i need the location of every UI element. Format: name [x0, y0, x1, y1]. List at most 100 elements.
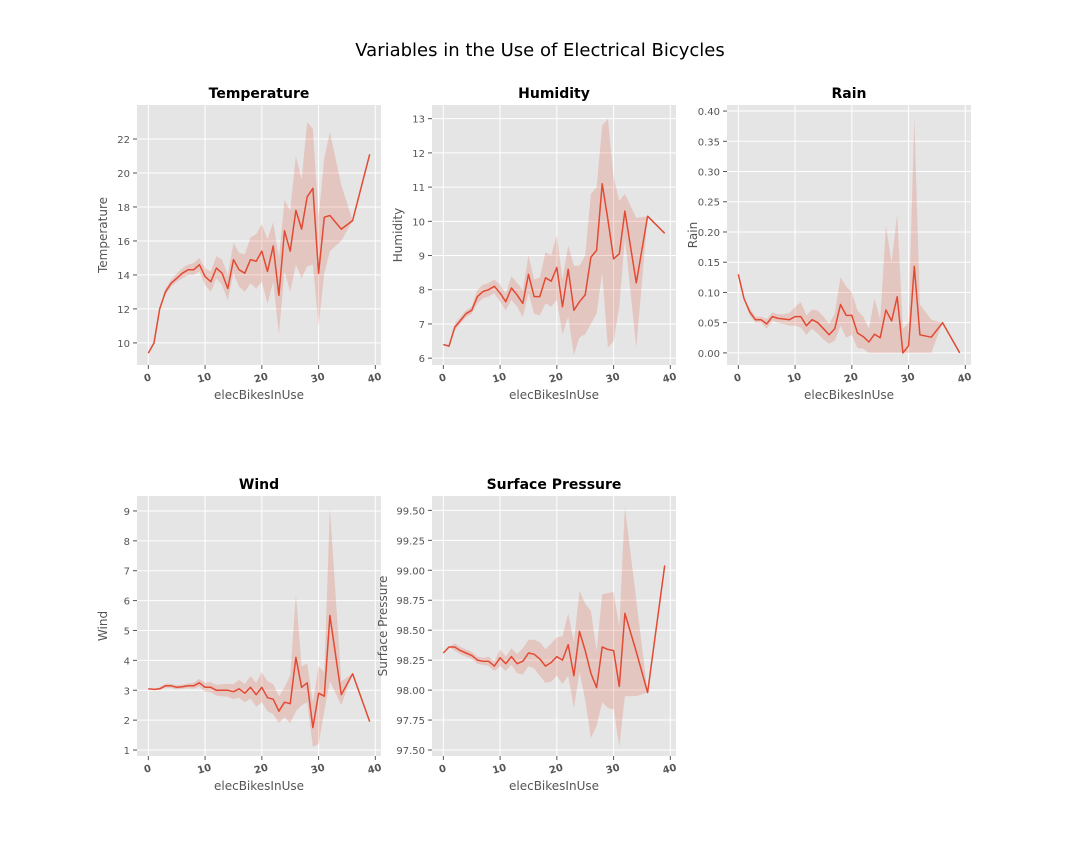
confidence-band — [148, 508, 370, 747]
y-tick-label: 3 — [124, 686, 130, 697]
y-tick-label: 10 — [117, 339, 130, 350]
subplot-temperature: 10 12 14 16 18 20 22 0 10 20 30 40 Temperature elecBi… — [96, 86, 383, 402]
subplot-wind: 1 2 3 4 5 6 7 8 9 0 10 20 30 40 Wind elecBikesInUse Wind — [96, 477, 383, 793]
y-tick-label: 0.15 — [698, 258, 720, 269]
series-line — [148, 614, 371, 729]
x-tick-label: 20 — [253, 371, 269, 385]
series-line — [442, 565, 666, 694]
x-tick-label: 40 — [662, 371, 678, 385]
y-axis-label: Surface Pressure — [376, 576, 390, 677]
y-tick-label: 12 — [117, 305, 130, 316]
subplot-rain: 0.00 0.05 0.10 0.15 0.20 0.25 0.30 0.35 0.40 0 10 2… — [686, 86, 973, 402]
y-tick-label: 98.00 — [396, 686, 425, 697]
x-tick-label: 30 — [900, 371, 916, 385]
x-tick-label: 30 — [605, 762, 621, 776]
y-tick-label: 5 — [124, 626, 130, 637]
y-tick-label: 9 — [419, 252, 425, 263]
subplot-title: Temperature — [209, 86, 310, 102]
y-tick-label: 11 — [412, 183, 425, 194]
y-tick-label: 99.25 — [396, 536, 425, 547]
series-line — [737, 265, 961, 354]
y-tick-label: 2 — [124, 716, 130, 727]
x-tick-label: 10 — [491, 762, 507, 776]
x-tick-label: 10 — [196, 762, 212, 776]
x-tick-label: 30 — [310, 762, 326, 776]
y-axis-label: Humidity — [391, 208, 405, 262]
y-tick-label: 20 — [117, 169, 130, 180]
x-tick-label: 10 — [786, 371, 802, 385]
y-tick-label: 10 — [412, 217, 425, 228]
y-tick-label: 0.30 — [698, 168, 720, 179]
y-tick-label: 6 — [124, 597, 130, 608]
x-tick-label: 0 — [438, 763, 448, 775]
confidence-band — [443, 118, 665, 355]
y-tick-label: 9 — [124, 507, 130, 518]
x-tick-label: 40 — [662, 762, 678, 776]
y-tick-label: 97.50 — [396, 746, 425, 757]
plot-area — [432, 496, 676, 756]
plot-area — [137, 496, 381, 756]
y-axis-label: Wind — [96, 611, 110, 641]
y-axis-label: Temperature — [96, 197, 110, 274]
y-tick-label: 98.75 — [396, 596, 425, 607]
x-axis-label: elecBikesInUse — [804, 388, 894, 402]
x-axis-label: elecBikesInUse — [509, 388, 599, 402]
x-tick-label: 20 — [548, 371, 564, 385]
x-tick-label: 30 — [605, 371, 621, 385]
y-tick-label: 98.25 — [396, 656, 425, 667]
y-tick-label: 0.20 — [698, 228, 720, 239]
y-tick-label: 98.50 — [396, 626, 425, 637]
x-tick-label: 10 — [196, 371, 212, 385]
subplot-title: Rain — [832, 86, 867, 102]
subplot-humidity: 6 7 8 9 10 11 12 13 0 10 20 30 40 Humidity elecBikesIn… — [391, 86, 678, 402]
confidence-band — [443, 506, 665, 747]
y-tick-label: 99.50 — [396, 506, 425, 517]
y-tick-label: 4 — [124, 656, 130, 667]
y-tick-label: 0.40 — [698, 107, 720, 118]
x-tick-label: 40 — [957, 371, 973, 385]
y-tick-label: 0.10 — [698, 288, 720, 299]
y-tick-label: 7 — [124, 567, 130, 578]
x-tick-label: 0 — [733, 372, 743, 384]
y-axis-label: Rain — [686, 222, 700, 248]
x-tick-label: 30 — [310, 371, 326, 385]
y-tick-label: 1 — [124, 746, 130, 757]
y-tick-label: 18 — [117, 203, 130, 214]
x-tick-label: 20 — [843, 371, 859, 385]
x-tick-label: 20 — [253, 762, 269, 776]
plot-area — [137, 105, 381, 365]
subplot-surface-pressure: 97.50 97.75 98.00 98.25 98.50 98.75 99.00 99.25… — [376, 477, 678, 793]
x-tick-label: 20 — [548, 762, 564, 776]
confidence-band — [148, 122, 370, 354]
y-tick-label: 0.05 — [698, 319, 720, 330]
plot-area — [432, 105, 676, 365]
x-axis-label: elecBikesInUse — [214, 779, 304, 793]
x-tick-label: 0 — [438, 372, 448, 384]
y-tick-label: 7 — [419, 320, 425, 331]
x-axis-label: elecBikesInUse — [214, 388, 304, 402]
y-tick-label: 8 — [419, 286, 425, 297]
y-tick-label: 22 — [117, 135, 130, 146]
y-tick-label: 0.35 — [698, 137, 720, 148]
x-tick-label: 0 — [143, 372, 153, 384]
x-tick-label: 0 — [143, 763, 153, 775]
y-tick-label: 99.00 — [396, 566, 425, 577]
series-line — [443, 182, 666, 347]
x-axis-label: elecBikesInUse — [509, 779, 599, 793]
x-tick-label: 10 — [491, 371, 507, 385]
subplot-title: Surface Pressure — [487, 477, 622, 493]
y-tick-label: 14 — [117, 271, 130, 282]
x-tick-label: 40 — [367, 762, 383, 776]
figure-title: Variables in the Use of Electrical Bicyc… — [355, 40, 725, 61]
y-tick-label: 0.25 — [698, 198, 720, 209]
y-tick-label: 8 — [124, 537, 130, 548]
series-line — [147, 154, 371, 354]
y-tick-label: 0.00 — [698, 349, 720, 360]
y-tick-label: 13 — [412, 115, 425, 126]
y-tick-label: 97.75 — [396, 716, 425, 727]
x-tick-label: 40 — [367, 371, 383, 385]
y-tick-label: 16 — [117, 237, 130, 248]
subplot-title: Wind — [239, 477, 279, 493]
y-tick-label: 6 — [419, 354, 425, 365]
